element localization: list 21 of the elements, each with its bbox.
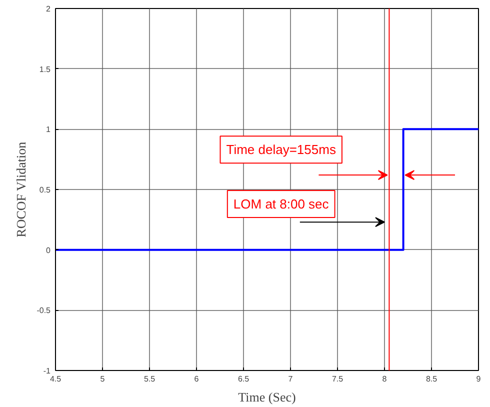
x-tick-label: 9 — [476, 374, 482, 384]
x-tick-label: 4.5 — [50, 374, 62, 384]
x-axis-title: Time (Sec) — [238, 390, 296, 404]
x-tick-label: 5 — [100, 374, 106, 384]
x-tick-label: 8 — [382, 374, 388, 384]
y-axis-title: ROCOF Vlidation — [14, 141, 29, 238]
x-tick-label: 7.5 — [332, 374, 344, 384]
x-tick-label: 7 — [288, 374, 294, 384]
y-tick-label: 2 — [46, 4, 52, 14]
y-tick-label: 1 — [46, 125, 52, 134]
y-tick-label: 0.5 — [39, 186, 52, 194]
annotation: Time delay=155ms — [226, 142, 336, 158]
x-tick-label: 6 — [194, 374, 200, 384]
y-tick-label: 0 — [46, 246, 52, 255]
x-tick-label: 8.5 — [426, 374, 438, 384]
y-tick-label: 1.5 — [39, 64, 52, 74]
x-tick-label: 6.5 — [238, 374, 250, 384]
y-tick-label: -0.5 — [36, 306, 52, 316]
y-tick-label: -1 — [43, 366, 52, 376]
x-tick-label: 5.5 — [144, 374, 156, 384]
annotation: LOM at 8:00 sec — [233, 196, 330, 212]
